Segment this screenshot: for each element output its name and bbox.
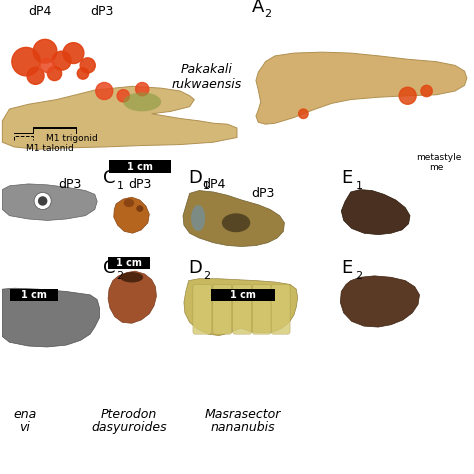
Bar (10, 289, 58, 301)
Text: dP4: dP4 (202, 179, 226, 191)
Circle shape (399, 87, 416, 104)
Text: dP3: dP3 (128, 179, 152, 191)
Text: 1 cm: 1 cm (116, 258, 142, 268)
Text: dP3: dP3 (58, 179, 82, 191)
Polygon shape (2, 184, 97, 220)
Ellipse shape (191, 205, 205, 231)
Polygon shape (184, 279, 298, 336)
Text: C: C (103, 169, 116, 187)
Text: 1 cm: 1 cm (127, 162, 153, 172)
Circle shape (12, 47, 40, 76)
Polygon shape (341, 190, 410, 235)
Bar (108, 257, 150, 269)
Text: 1: 1 (117, 181, 124, 191)
Ellipse shape (222, 213, 250, 232)
Text: metastyle: metastyle (416, 153, 462, 162)
Text: me: me (429, 163, 443, 172)
Bar (211, 289, 275, 301)
Circle shape (421, 85, 432, 97)
Text: Pakakali: Pakakali (180, 63, 232, 76)
Polygon shape (340, 276, 419, 327)
Text: 2: 2 (117, 271, 124, 281)
Text: D: D (189, 169, 202, 187)
Text: 2: 2 (264, 9, 271, 19)
Circle shape (33, 39, 57, 63)
FancyBboxPatch shape (271, 284, 290, 334)
Ellipse shape (136, 205, 143, 212)
Text: nananubis: nananubis (211, 421, 275, 434)
Circle shape (77, 68, 89, 79)
Text: rukwaensis: rukwaensis (171, 78, 241, 91)
Text: A: A (252, 0, 264, 16)
Text: vi: vi (19, 421, 30, 434)
Text: 2: 2 (203, 271, 210, 281)
Text: M1 trigonid: M1 trigonid (46, 134, 98, 143)
Text: dP3: dP3 (251, 187, 275, 200)
Polygon shape (2, 86, 237, 149)
FancyBboxPatch shape (193, 284, 212, 334)
Text: 2: 2 (356, 271, 363, 281)
Text: Masrasector: Masrasector (205, 408, 282, 421)
Ellipse shape (123, 92, 161, 111)
Text: M1 talonid: M1 talonid (26, 144, 74, 153)
Polygon shape (114, 197, 149, 233)
Circle shape (299, 109, 308, 118)
FancyBboxPatch shape (252, 284, 271, 334)
Text: Pterodon: Pterodon (101, 408, 157, 421)
Text: ena: ena (13, 408, 36, 421)
Text: C: C (103, 259, 116, 277)
Circle shape (52, 51, 71, 70)
Circle shape (47, 66, 62, 81)
Circle shape (34, 192, 51, 210)
Polygon shape (256, 52, 467, 124)
FancyBboxPatch shape (213, 284, 232, 334)
Text: dasyuroides: dasyuroides (91, 421, 167, 434)
Ellipse shape (120, 272, 143, 283)
Polygon shape (183, 191, 284, 246)
Text: E: E (341, 259, 353, 277)
Circle shape (80, 58, 95, 73)
Text: 1: 1 (203, 181, 210, 191)
Circle shape (63, 43, 84, 64)
FancyBboxPatch shape (233, 284, 252, 334)
Circle shape (38, 196, 47, 206)
Bar (109, 160, 171, 173)
Text: E: E (341, 169, 353, 187)
Circle shape (27, 67, 44, 84)
Ellipse shape (124, 199, 134, 207)
Text: 1 cm: 1 cm (230, 290, 256, 300)
Text: D: D (189, 259, 202, 277)
Circle shape (136, 82, 149, 96)
Circle shape (96, 82, 113, 100)
Polygon shape (108, 271, 156, 323)
Polygon shape (2, 288, 100, 347)
Circle shape (40, 58, 55, 73)
Text: dP3: dP3 (90, 5, 114, 18)
Circle shape (117, 90, 129, 102)
Text: dP4: dP4 (28, 5, 52, 18)
Text: 1 cm: 1 cm (21, 290, 47, 300)
Text: 1: 1 (356, 181, 363, 191)
